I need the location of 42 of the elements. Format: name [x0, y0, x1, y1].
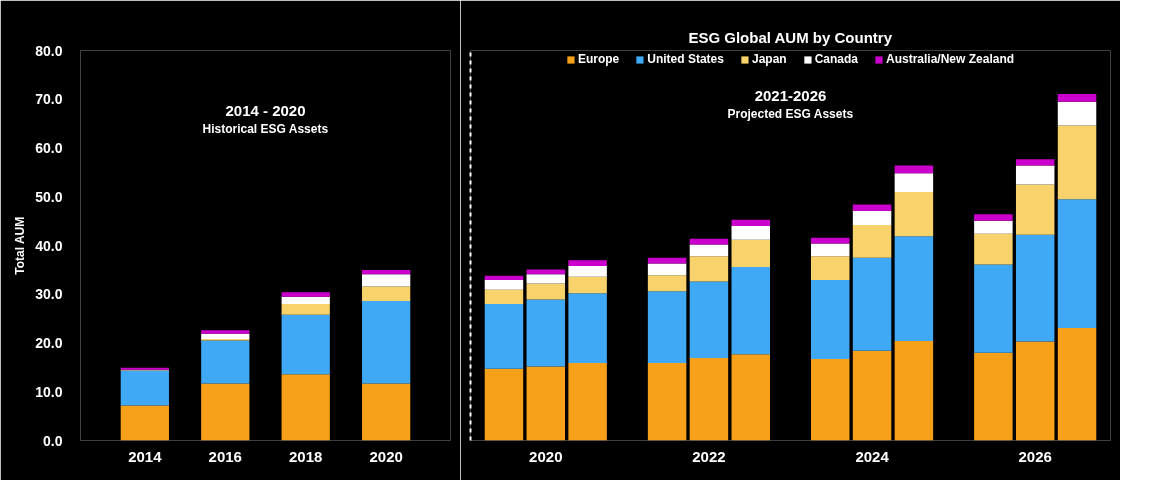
legend-label: Japan — [751, 52, 787, 66]
y-tick-label: 20.0 — [35, 335, 63, 351]
x-tick-label: 2014 — [128, 447, 163, 465]
annotation: 2014 - 2020 Historical ESG Assets — [202, 102, 329, 136]
y-tick-label: 60.0 — [35, 140, 63, 156]
bar — [201, 340, 250, 384]
legend-label: Canada — [814, 52, 859, 66]
y-tick-label: 80.0 — [35, 42, 63, 59]
bar — [281, 314, 330, 375]
x-tick-label: 2020 — [369, 447, 403, 465]
bar — [362, 269, 411, 275]
legend-label: United States — [647, 52, 724, 66]
bar — [362, 383, 411, 441]
y-axis-title: Total AUM — [13, 216, 28, 275]
legend-label: Europe — [577, 52, 620, 66]
x-tick-label: 2024 — [855, 447, 890, 465]
y-tick-label: 0.0 — [43, 432, 63, 449]
y-tick-label: 10.0 — [35, 383, 63, 400]
x-tick-label: 2026 — [1018, 447, 1052, 465]
x-tick-label: 2022 — [692, 447, 726, 465]
bar — [120, 370, 169, 406]
chart-title: ESG Global AUM by Country — [688, 28, 893, 46]
bar — [362, 301, 411, 384]
annotation: 2021-2026 Projected ESG Assets — [727, 86, 854, 121]
y-tick-label: 70.0 — [35, 91, 63, 108]
bar — [362, 274, 411, 287]
bar — [281, 374, 330, 441]
bar — [281, 292, 330, 297]
legend-label: Australia/New Zealand — [886, 52, 1015, 66]
bar — [281, 296, 330, 304]
x-tick-label: 2018 — [289, 447, 323, 465]
bar — [120, 405, 169, 441]
bar — [281, 304, 330, 315]
bar — [362, 286, 411, 302]
bar — [201, 330, 250, 334]
x-tick-label: 2016 — [208, 447, 242, 465]
y-tick-label: 30.0 — [35, 286, 63, 303]
x-tick-label: 2020 — [529, 447, 563, 465]
bar — [201, 333, 250, 340]
bar — [201, 383, 250, 441]
y-tick-label: 50.0 — [35, 188, 63, 205]
y-tick-label: 40.0 — [35, 237, 63, 254]
